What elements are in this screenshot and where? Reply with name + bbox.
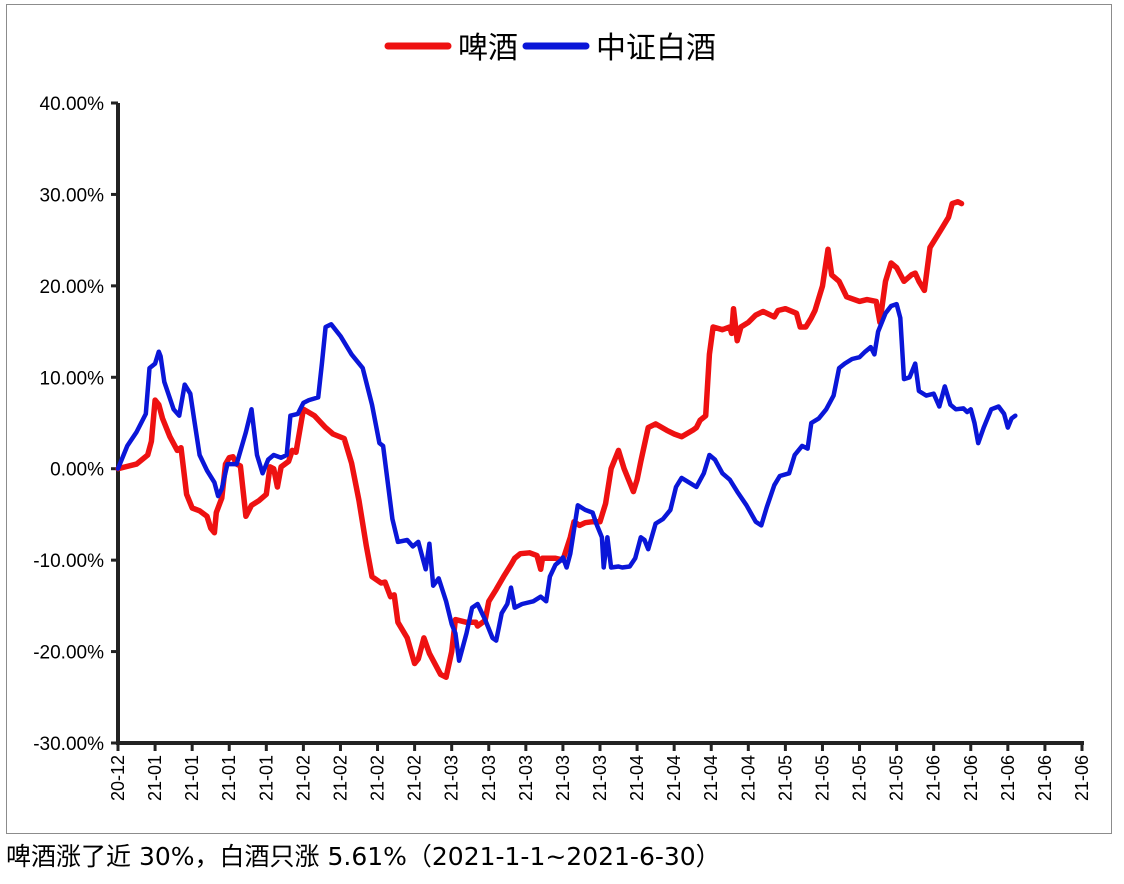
x-tick-label: 20-12 bbox=[108, 755, 128, 801]
x-tick-label: 21-06 bbox=[1035, 755, 1055, 801]
y-tick-label: 0.00% bbox=[50, 460, 104, 481]
legend-label: 中证白酒 bbox=[596, 31, 716, 66]
y-tick-label: 30.00% bbox=[40, 185, 105, 206]
chart-frame bbox=[6, 4, 1112, 834]
x-tick-label: 21-02 bbox=[330, 755, 350, 801]
x-tick-label: 21-05 bbox=[775, 755, 795, 801]
line-chart: -30.00% -20.00% -10.00% 0.00% 10.00% 20.00% 30… bbox=[33, 31, 1092, 801]
x-tick-label: 21-05 bbox=[812, 755, 832, 801]
x-tick-label: 21-05 bbox=[850, 755, 870, 801]
x-tick-label: 21-02 bbox=[368, 755, 388, 801]
x-tick-label: 21-02 bbox=[405, 755, 425, 801]
x-tick-label: 21-03 bbox=[590, 755, 610, 801]
x-tick-label: 21-01 bbox=[145, 755, 165, 801]
x-tick-label: 21-06 bbox=[924, 755, 944, 801]
y-tick-label: -20.00% bbox=[33, 643, 104, 664]
chart-caption: 啤酒涨了近 30%，白酒只涨 5.61%（2021-1-1~2021-6-30） bbox=[6, 842, 721, 871]
y-tick-label: -10.00% bbox=[33, 551, 104, 572]
x-tick-label: 21-05 bbox=[887, 755, 907, 801]
x-tick-label: 21-02 bbox=[293, 755, 313, 801]
x-tick-label: 21-04 bbox=[627, 755, 647, 801]
y-tick-label: 40.00% bbox=[40, 94, 105, 115]
y-tick-label: -30.00% bbox=[33, 734, 104, 755]
x-tick-label: 21-01 bbox=[182, 755, 202, 801]
x-tick-label: 21-01 bbox=[256, 755, 276, 801]
series-line-beer bbox=[115, 198, 965, 680]
legend-label: 啤酒 bbox=[458, 31, 518, 66]
x-tick-label: 21-03 bbox=[442, 755, 462, 801]
x-tick-label: 21-03 bbox=[553, 755, 573, 801]
x-tick-label: 21-03 bbox=[479, 755, 499, 801]
series-line-baijiu bbox=[115, 301, 1018, 663]
y-tick-label: 20.00% bbox=[40, 277, 105, 298]
x-tick-label: 21-04 bbox=[738, 755, 758, 801]
x-tick-label: 21-01 bbox=[219, 755, 239, 801]
x-tick-label: 21-06 bbox=[1072, 755, 1092, 801]
y-tick-label: 10.00% bbox=[40, 368, 105, 389]
x-tick-label: 21-03 bbox=[516, 755, 536, 801]
x-tick-label: 21-04 bbox=[664, 755, 684, 801]
x-tick-label: 21-06 bbox=[998, 755, 1018, 801]
x-tick-label: 21-04 bbox=[701, 755, 721, 801]
x-tick-label: 21-06 bbox=[961, 755, 981, 801]
